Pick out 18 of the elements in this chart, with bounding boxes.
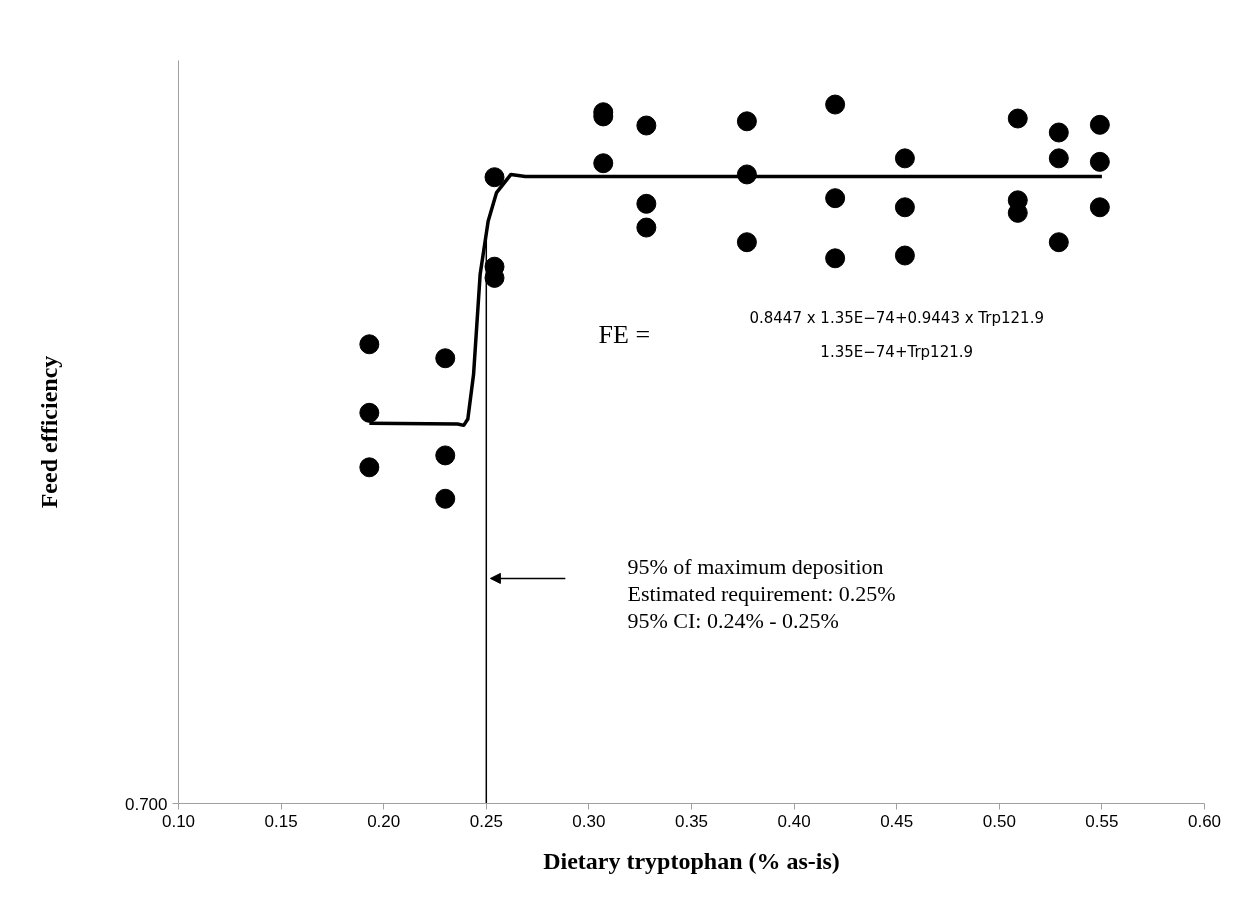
- text: 0.700: [124, 794, 168, 814]
- x-tick-label: 0.45: [880, 811, 914, 831]
- x-tick-label: 0.25: [469, 811, 503, 831]
- x-tick-label: 0.35: [674, 811, 709, 831]
- annotation: FE =: [598, 319, 651, 349]
- y-axis-title: Feed efficiency: [35, 355, 62, 509]
- x-tick-label: 0.15: [264, 811, 298, 831]
- x-tick-label: 0.10: [161, 811, 196, 831]
- x-tick-label: 0.50: [982, 811, 1016, 831]
- x-tick-label: 0.20: [367, 811, 401, 831]
- x-tick-label: 0.40: [777, 811, 811, 831]
- annotation: 95% of maximum deposition Estimated requirement: 0.25% 95% CI: 0.24% - 0.25%: [627, 553, 896, 633]
- annotation: 1.35E−74+Trp121.9: [820, 343, 974, 362]
- x-tick-label: 0.30: [572, 811, 606, 831]
- x-tick-label: 0.60: [1187, 811, 1222, 831]
- x-axis-title: Dietary tryptophan (% as-is): [543, 847, 840, 874]
- annotation: 0.8447 x 1.35E−74+0.9443 x Trp121.9: [749, 309, 1044, 328]
- x-tick-label: 0.55: [1085, 811, 1119, 831]
